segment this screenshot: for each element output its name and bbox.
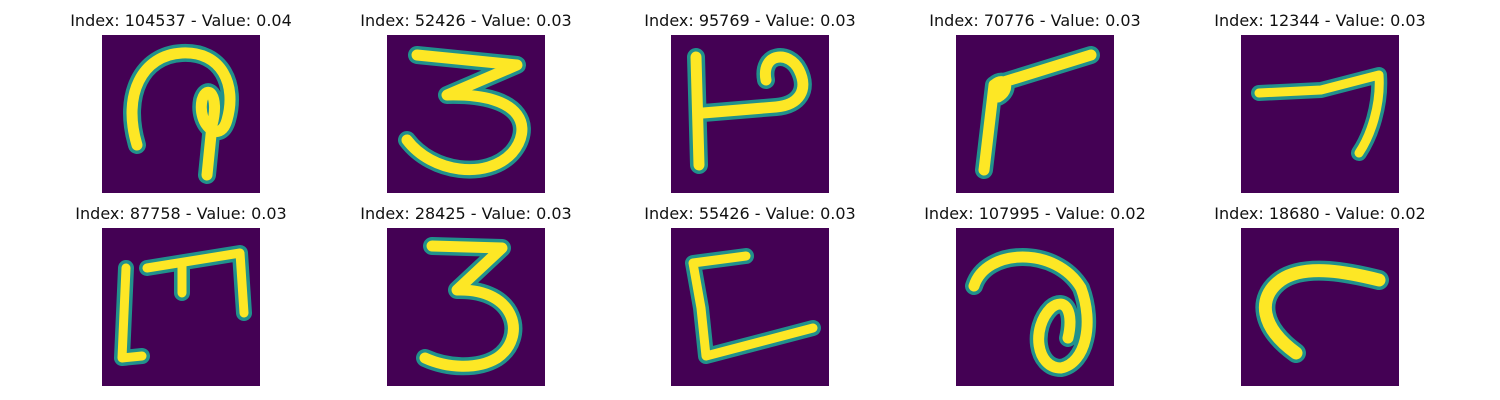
- panel-title: Index: 95769 - Value: 0.03: [644, 11, 856, 30]
- glyph-image-panel: [1241, 35, 1399, 193]
- panel-title: Index: 28425 - Value: 0.03: [360, 204, 572, 223]
- glyph-image-panel: [102, 35, 260, 193]
- glyph-image-panel: [387, 228, 545, 386]
- panel-title: Index: 107995 - Value: 0.02: [924, 204, 1146, 223]
- glyph-scribble-hook-image: [123, 43, 239, 184]
- glyph-image-panel: [1241, 228, 1399, 386]
- glyph-angled-stroke-image: [975, 46, 1100, 179]
- panel-title: Index: 12344 - Value: 0.03: [1214, 11, 1426, 30]
- panel-title: Index: 52426 - Value: 0.03: [360, 11, 572, 30]
- glyph-l-like-image: [685, 248, 821, 364]
- glyph-curve-r-image: [1255, 260, 1389, 363]
- glyph-loop-like-a-image: [965, 248, 1097, 377]
- glyph-image-panel: [956, 35, 1114, 193]
- glyph-m-like-image: [114, 245, 252, 366]
- glyph-digit-3-wide-image: [398, 46, 531, 179]
- glyph-digit-3-image: [416, 237, 523, 376]
- glyph-image-panel: [671, 35, 829, 193]
- panel-title: Index: 104537 - Value: 0.04: [70, 11, 292, 30]
- glyph-image-panel: [102, 228, 260, 386]
- glyph-image-panel: [387, 35, 545, 193]
- panel-title: Index: 18680 - Value: 0.02: [1214, 204, 1426, 223]
- glyph-digit-7-like-image: [1251, 67, 1388, 161]
- panel-title: Index: 70776 - Value: 0.03: [929, 11, 1141, 30]
- glyph-vertical-with-loop-image: [687, 48, 812, 174]
- panel-title: Index: 55426 - Value: 0.03: [644, 204, 856, 223]
- glyph-image-panel: [956, 228, 1114, 386]
- glyph-image-panel: [671, 228, 829, 386]
- panel-title: Index: 87758 - Value: 0.03: [75, 204, 287, 223]
